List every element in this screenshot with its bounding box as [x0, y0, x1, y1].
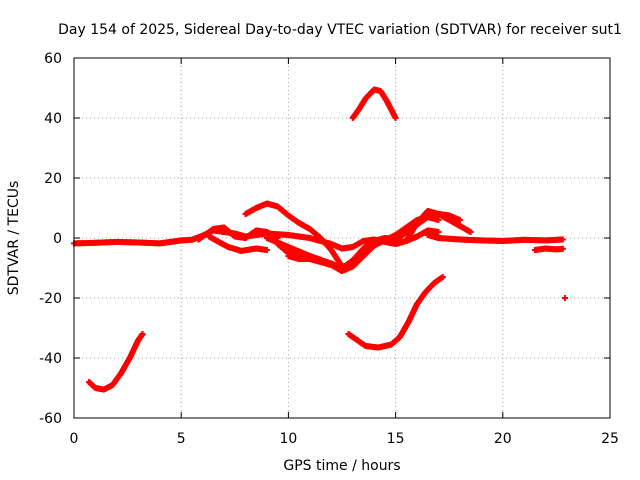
y-tick-label: -60	[39, 411, 62, 427]
series-lower-left-arc	[86, 331, 146, 393]
data-point	[456, 217, 463, 223]
series-dip-branch-a	[206, 233, 270, 254]
y-tick-label: 60	[44, 51, 62, 67]
data-point	[439, 274, 446, 280]
series-lower-right-arc	[345, 274, 446, 351]
tick-layer: 0 5 10 15 20 25 -60 -40 -20 0 20 40 60	[39, 51, 619, 447]
data-layer	[71, 86, 568, 393]
y-tick-label: -40	[39, 351, 62, 367]
data-point	[561, 295, 568, 301]
data-point	[467, 229, 474, 235]
x-tick-label: 15	[387, 431, 405, 447]
x-tick-label: 20	[494, 431, 512, 447]
x-tick-label: 5	[177, 431, 186, 447]
x-tick-label: 10	[279, 431, 297, 447]
series-outlier	[561, 295, 568, 301]
series-late-tail	[531, 245, 566, 253]
y-tick-label: 40	[44, 111, 62, 127]
series-band-3	[285, 253, 335, 268]
data-point	[328, 262, 335, 268]
series-late-peak	[403, 208, 474, 244]
series-late-flat	[424, 232, 566, 244]
y-tick-label: 0	[53, 231, 62, 247]
data-point	[559, 245, 566, 252]
x-tick-label: 0	[70, 431, 79, 447]
data-point	[559, 236, 566, 243]
x-axis-label: GPS time / hours	[283, 458, 400, 474]
y-tick-label: 20	[44, 171, 62, 187]
data-point	[263, 247, 270, 253]
y-axis-label: SDTVAR / TECUs	[6, 181, 22, 296]
x-tick-label: 25	[601, 431, 619, 447]
data-point	[139, 331, 146, 337]
chart-title: Day 154 of 2025, Sidereal Day-to-day VTE…	[58, 22, 622, 38]
series-dip-branch-b	[195, 224, 281, 243]
y-tick-label: -20	[39, 291, 62, 307]
series-upper-arc	[349, 86, 399, 121]
data-point	[392, 115, 399, 121]
data-point	[435, 229, 442, 235]
data-point	[435, 217, 442, 223]
